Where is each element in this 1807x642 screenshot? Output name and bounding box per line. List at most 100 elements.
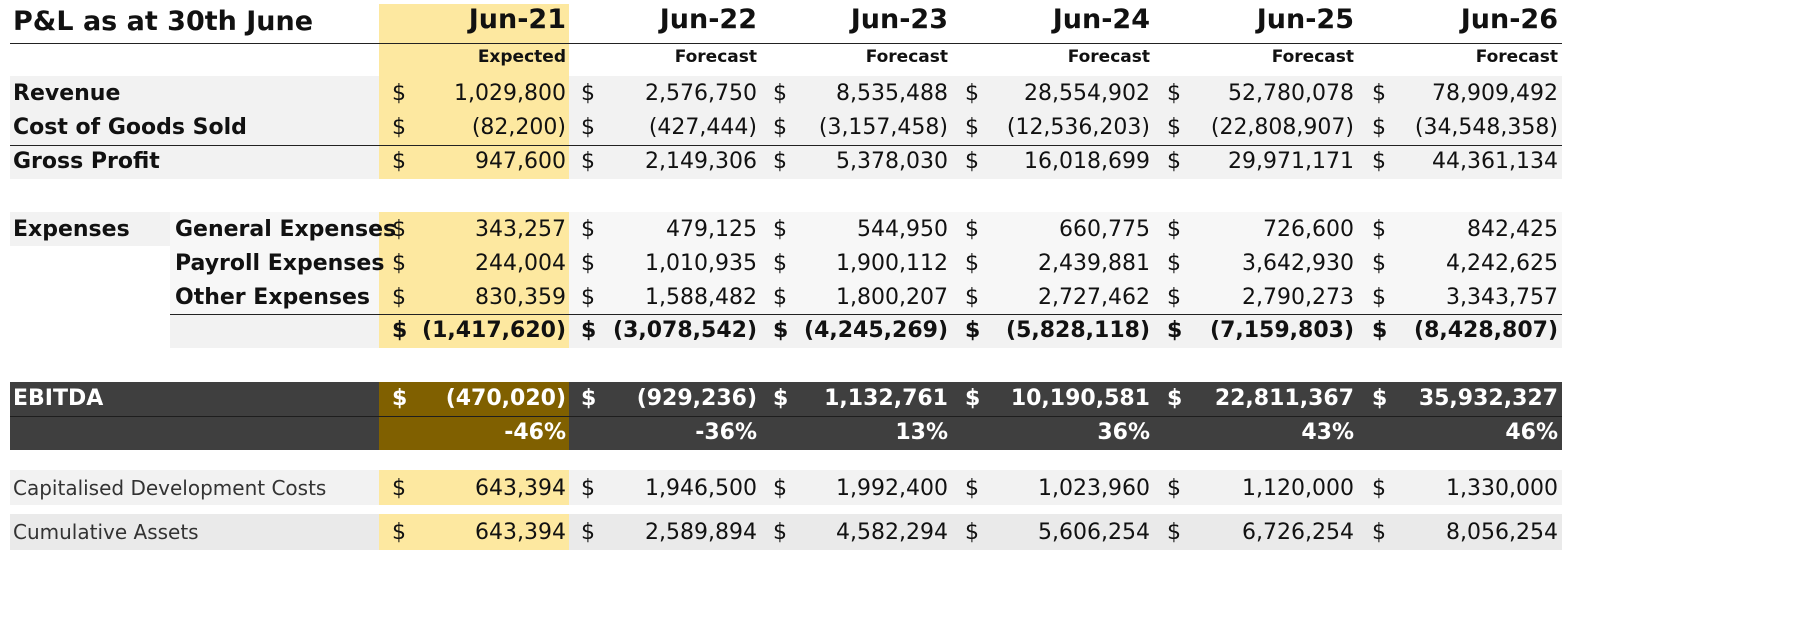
payroll-expenses-cell: 2,439,881 <box>1038 251 1150 276</box>
general-expenses-cell: 343,257 <box>475 217 566 242</box>
cumulative-assets-cell: 2,589,894 <box>645 520 757 545</box>
currency-symbol: $ <box>965 520 979 545</box>
gross-profit-cell: 16,018,699 <box>1024 149 1150 174</box>
currency-symbol: $ <box>392 115 406 140</box>
row-shade-cum-assets <box>10 514 1562 550</box>
currency-symbol: $ <box>392 520 406 545</box>
currency-symbol: $ <box>581 285 595 310</box>
ebitda-divider <box>10 416 1562 417</box>
page-title: P&L as at 30th June <box>13 6 314 37</box>
currency-symbol: $ <box>773 318 789 343</box>
currency-symbol: $ <box>773 115 787 140</box>
cogs-cell: (12,536,203) <box>1006 115 1150 140</box>
cogs-cell: (82,200) <box>471 115 566 140</box>
currency-symbol: $ <box>581 149 595 174</box>
cap-dev-cell: 1,992,400 <box>836 476 948 501</box>
currency-symbol: $ <box>1167 386 1183 411</box>
currency-symbol: $ <box>965 318 981 343</box>
column-period: Jun-26 <box>1460 4 1558 35</box>
currency-symbol: $ <box>1372 520 1386 545</box>
currency-symbol: $ <box>392 251 406 276</box>
currency-symbol: $ <box>965 251 979 276</box>
currency-symbol: $ <box>1167 285 1181 310</box>
column-status: Forecast <box>1067 47 1150 67</box>
currency-symbol: $ <box>965 285 979 310</box>
cogs-cell: (427,444) <box>648 115 757 140</box>
currency-symbol: $ <box>1167 217 1181 242</box>
currency-symbol: $ <box>773 386 789 411</box>
revenue-cell: 78,909,492 <box>1432 81 1558 106</box>
currency-symbol: $ <box>1372 217 1386 242</box>
ebitda-margin-cell: 46% <box>1505 420 1558 445</box>
row-label-cap-dev-costs: Capitalised Development Costs <box>13 476 327 500</box>
column-status: Forecast <box>674 47 757 67</box>
expenses-total-line <box>170 314 1562 315</box>
ebitda-cell: (929,236) <box>636 386 757 411</box>
cumulative-assets-cell: 6,726,254 <box>1242 520 1354 545</box>
revenue-cell: 1,029,800 <box>454 81 566 106</box>
general-expenses-cell: 842,425 <box>1467 217 1558 242</box>
cap-dev-cell: 1,946,500 <box>645 476 757 501</box>
cumulative-assets-cell: 4,582,294 <box>836 520 948 545</box>
currency-symbol: $ <box>392 81 406 106</box>
payroll-expenses-cell: 3,642,930 <box>1242 251 1354 276</box>
gross-profit-cell: 5,378,030 <box>836 149 948 174</box>
ebitda-margin-cell: 36% <box>1097 420 1150 445</box>
ebitda-cell: 35,932,327 <box>1418 386 1558 411</box>
ebitda-cell: 10,190,581 <box>1010 386 1150 411</box>
expenses-total-cell: (1,417,620) <box>422 318 566 343</box>
row-label-cumulative-assets: Cumulative Assets <box>13 520 199 544</box>
currency-symbol: $ <box>581 386 597 411</box>
ebitda-margin-cell: -46% <box>504 420 566 445</box>
column-period: Jun-24 <box>1052 4 1150 35</box>
row-label-payroll-expenses: Payroll Expenses <box>175 251 385 276</box>
column-period: Jun-25 <box>1256 4 1354 35</box>
ebitda-cell: 1,132,761 <box>824 386 948 411</box>
currency-symbol: $ <box>581 115 595 140</box>
currency-symbol: $ <box>773 251 787 276</box>
expenses-total-cell: (4,245,269) <box>804 318 948 343</box>
currency-symbol: $ <box>773 81 787 106</box>
other-expenses-cell: 830,359 <box>475 285 566 310</box>
header-underline <box>10 43 1562 44</box>
currency-symbol: $ <box>1167 149 1181 174</box>
ebitda-margin-cell: 13% <box>895 420 948 445</box>
currency-symbol: $ <box>581 318 597 343</box>
other-expenses-cell: 1,800,207 <box>836 285 948 310</box>
currency-symbol: $ <box>392 285 406 310</box>
column-period: Jun-23 <box>850 4 948 35</box>
currency-symbol: $ <box>965 217 979 242</box>
payroll-expenses-cell: 244,004 <box>475 251 566 276</box>
cumulative-assets-cell: 5,606,254 <box>1038 520 1150 545</box>
column-period: Jun-22 <box>659 4 757 35</box>
currency-symbol: $ <box>392 386 408 411</box>
currency-symbol: $ <box>773 217 787 242</box>
currency-symbol: $ <box>392 318 408 343</box>
row-label-general-expenses: General Expenses <box>175 217 397 242</box>
gross-profit-cell: 44,361,134 <box>1432 149 1558 174</box>
highlight-gap <box>379 348 569 382</box>
revenue-cell: 28,554,902 <box>1024 81 1150 106</box>
currency-symbol: $ <box>392 476 406 501</box>
gross-profit-cell: 947,600 <box>475 149 566 174</box>
ebitda-cell: 22,811,367 <box>1214 386 1354 411</box>
currency-symbol: $ <box>581 217 595 242</box>
general-expenses-cell: 726,600 <box>1263 217 1354 242</box>
row-shade-revenue-block <box>10 76 1562 179</box>
expenses-total-cell: (7,159,803) <box>1210 318 1354 343</box>
gross-profit-cell: 29,971,171 <box>1228 149 1354 174</box>
column-period: Jun-21 <box>468 4 566 35</box>
other-expenses-cell: 3,343,757 <box>1446 285 1558 310</box>
currency-symbol: $ <box>1167 318 1183 343</box>
ebitda-cell: (470,020) <box>445 386 566 411</box>
cogs-cell: (3,157,458) <box>818 115 948 140</box>
row-label-expenses: Expenses <box>13 217 130 242</box>
general-expenses-cell: 479,125 <box>666 217 757 242</box>
currency-symbol: $ <box>1372 81 1386 106</box>
cap-dev-cell: 643,394 <box>475 476 566 501</box>
row-shade-expenses-label <box>10 212 170 246</box>
general-expenses-cell: 544,950 <box>857 217 948 242</box>
currency-symbol: $ <box>1167 476 1181 501</box>
currency-symbol: $ <box>773 285 787 310</box>
cap-dev-cell: 1,120,000 <box>1242 476 1354 501</box>
